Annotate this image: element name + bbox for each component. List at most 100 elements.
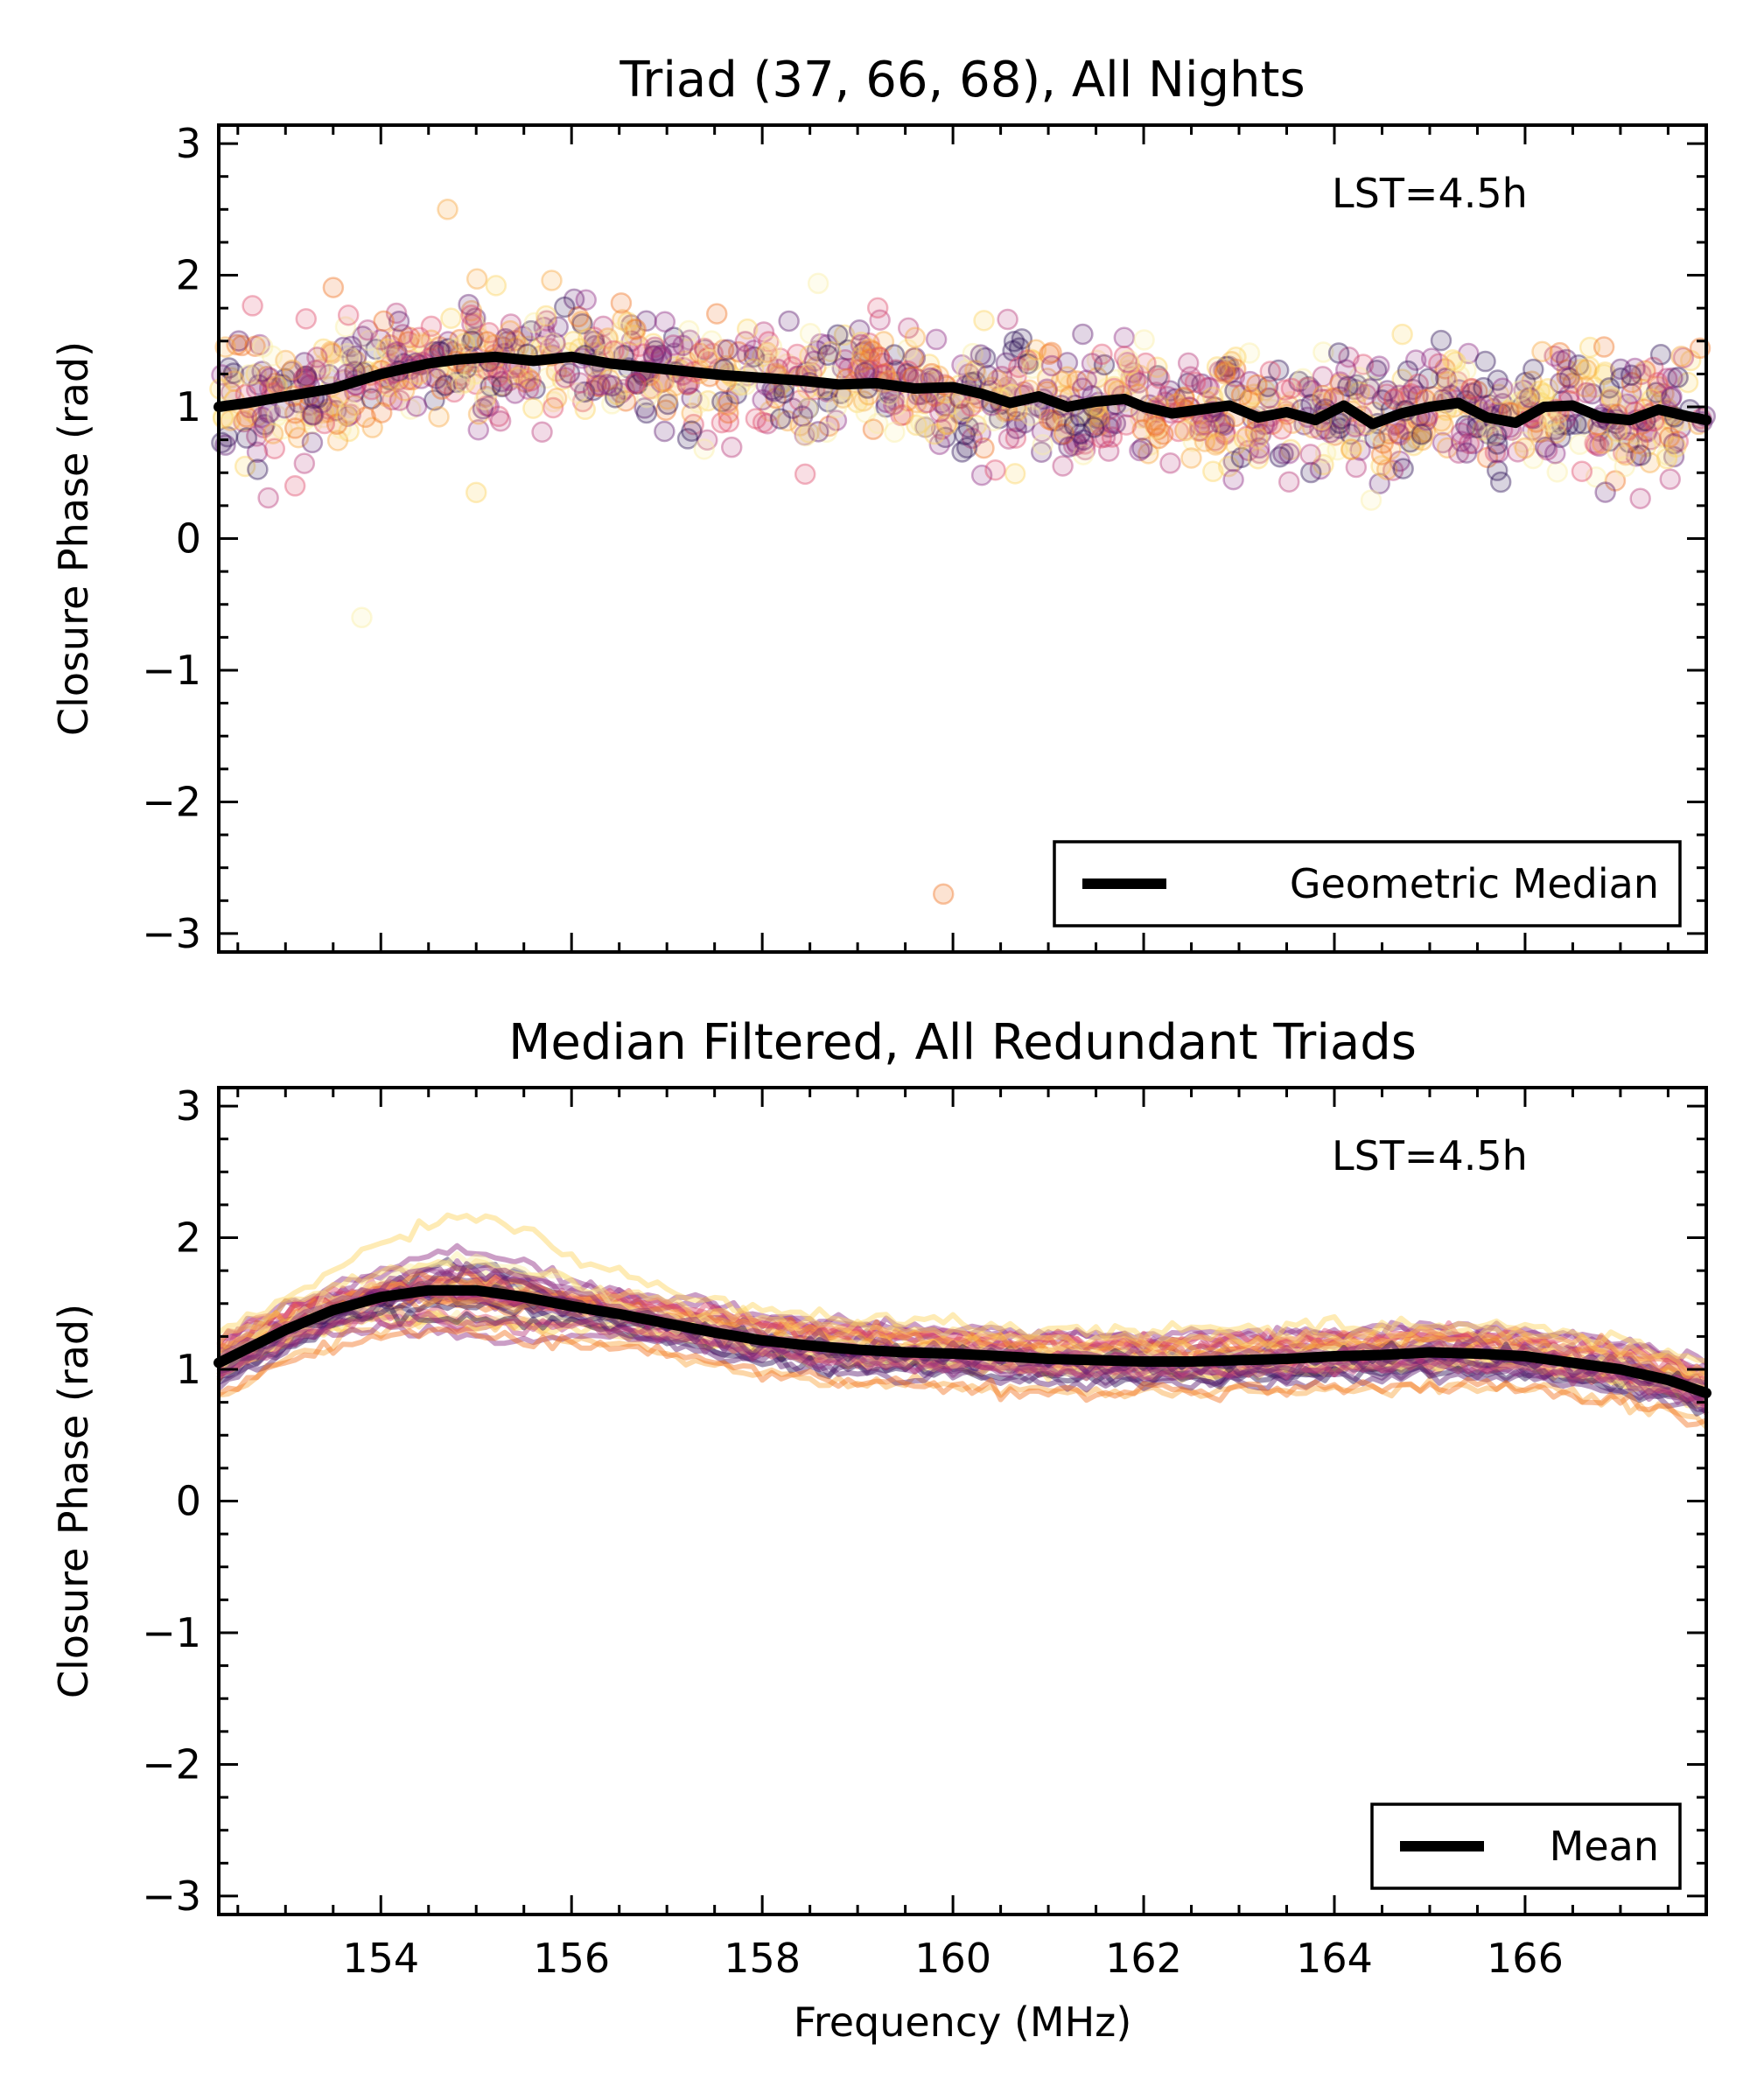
- scatter-point: [517, 378, 540, 401]
- scatter-point: [833, 324, 856, 346]
- scatter-point: [1194, 430, 1216, 452]
- scatter-point: [1557, 414, 1579, 436]
- scatter-point: [1117, 349, 1139, 371]
- scatter-point: [1242, 383, 1265, 405]
- y-tick-label: −1: [142, 647, 201, 694]
- lst-annotation: LST=4.5h: [1332, 170, 1528, 217]
- triad-line: [216, 1275, 1708, 1396]
- scatter-point: [533, 316, 555, 339]
- scatter-point: [1207, 432, 1228, 454]
- scatter-point: [1063, 414, 1086, 437]
- scatter-point: [1567, 354, 1590, 376]
- scatter-point: [545, 387, 568, 410]
- scatter-point: [1556, 366, 1578, 388]
- scatter-point: [462, 363, 485, 386]
- scatter-point: [639, 378, 661, 400]
- scatter-point: [468, 327, 491, 349]
- scatter-point: [1620, 371, 1643, 394]
- scatter-point: [346, 345, 368, 368]
- scatter-point: [1396, 384, 1418, 407]
- scatter-point: [1545, 413, 1567, 435]
- scatter-point: [1382, 459, 1404, 481]
- scatter-point: [465, 373, 487, 396]
- scatter-point: [1113, 345, 1136, 368]
- scatter-point: [1225, 346, 1247, 368]
- scatter-point: [820, 340, 842, 363]
- scatter-point: [1476, 446, 1499, 469]
- scatter-point: [1383, 388, 1405, 410]
- scatter-point: [1544, 442, 1566, 465]
- scatter-point: [1411, 429, 1433, 452]
- scatter-point: [475, 385, 498, 408]
- scatter-point: [1411, 422, 1434, 444]
- scatter-point: [868, 346, 891, 368]
- scatter-point: [596, 374, 619, 396]
- scatter-point: [1454, 415, 1477, 437]
- plot-frame: [217, 1086, 1708, 1916]
- scatter-point: [1392, 458, 1414, 480]
- scatter-point: [1088, 405, 1110, 428]
- scatter-point: [934, 398, 956, 420]
- scatter-point: [1086, 349, 1109, 372]
- scatter-point: [1550, 426, 1572, 449]
- scatter-point: [233, 410, 255, 433]
- scatter-point: [934, 426, 956, 449]
- scatter-point: [1180, 447, 1202, 469]
- scatter-point: [1522, 447, 1544, 470]
- scatter-point: [962, 342, 984, 365]
- x-tick-label: 162: [1105, 1935, 1182, 1982]
- scatter-point: [1599, 430, 1620, 452]
- scatter-point: [1050, 424, 1073, 446]
- scatter-point: [848, 319, 871, 341]
- triad-line: [216, 1276, 1707, 1413]
- scatter-point: [1036, 368, 1059, 389]
- scatter-point: [338, 420, 360, 443]
- scatter-point: [566, 382, 589, 404]
- y-tick-label: −2: [142, 1740, 201, 1788]
- scatter-point: [1656, 368, 1678, 389]
- scatter-point: [1474, 350, 1496, 373]
- scatter-point: [799, 322, 822, 345]
- x-tick-label: 160: [914, 1935, 991, 1982]
- scatter-point: [1008, 356, 1030, 379]
- scatter-point: [644, 340, 667, 362]
- scatter-point: [1661, 386, 1683, 408]
- scatter-point: [904, 346, 927, 369]
- scatter-point: [264, 372, 286, 395]
- scatter-point: [1258, 387, 1280, 410]
- scatter-point: [541, 332, 564, 354]
- scatter-point: [855, 402, 877, 424]
- scatter-point: [1189, 420, 1211, 442]
- bottom-panel: 3 2 1 0 −1 −2 −3 154 156 158 160 162 164 166 Median F…: [50, 1014, 1712, 2046]
- scatter-point: [1219, 362, 1241, 384]
- scatter-point: [500, 313, 522, 335]
- scatter-point: [1550, 414, 1573, 436]
- scatter-point: [897, 360, 920, 382]
- scatter-point: [982, 410, 1004, 432]
- scatter-point: [491, 375, 514, 398]
- scatter-point: [1214, 362, 1236, 385]
- scatter-point: [1544, 418, 1566, 441]
- scatter-point: [1458, 432, 1480, 455]
- scatter-point: [302, 404, 325, 426]
- scatter-point: [614, 374, 636, 396]
- scatter-point: [360, 388, 382, 410]
- scatter-point: [635, 402, 658, 424]
- scatter-point: [1144, 382, 1167, 403]
- scatter-point: [1017, 353, 1040, 375]
- scatter-point: [514, 371, 537, 393]
- scatter-point: [957, 363, 980, 385]
- scatter-point: [598, 368, 620, 390]
- scatter-point: [449, 328, 471, 351]
- scatter-point: [399, 326, 421, 349]
- scatter-point: [794, 424, 816, 446]
- scatter-point: [875, 391, 898, 413]
- scatter-point: [295, 367, 317, 389]
- legend: Geometric Median: [1053, 840, 1682, 928]
- scatter-point: [330, 417, 352, 440]
- scatter-point: [312, 406, 334, 429]
- scatter-point: [1259, 388, 1282, 410]
- triad-line: [216, 1258, 1707, 1377]
- scatter-point: [1371, 388, 1393, 411]
- scatter-point: [520, 370, 542, 392]
